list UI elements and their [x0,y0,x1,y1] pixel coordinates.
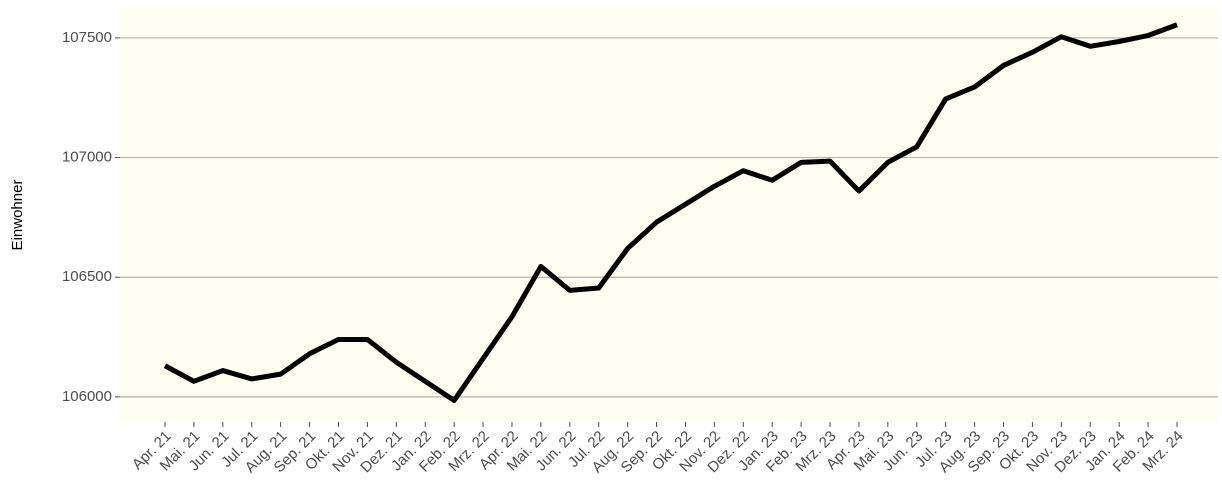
line [163,22,1178,403]
y-tick-label: 107500 [62,29,112,46]
y-tick-label: 106000 [62,388,112,405]
y-tick-label: 106500 [62,268,112,285]
y-axis-label: Einwohner [9,180,26,251]
y-tick-label: 107000 [62,149,112,166]
